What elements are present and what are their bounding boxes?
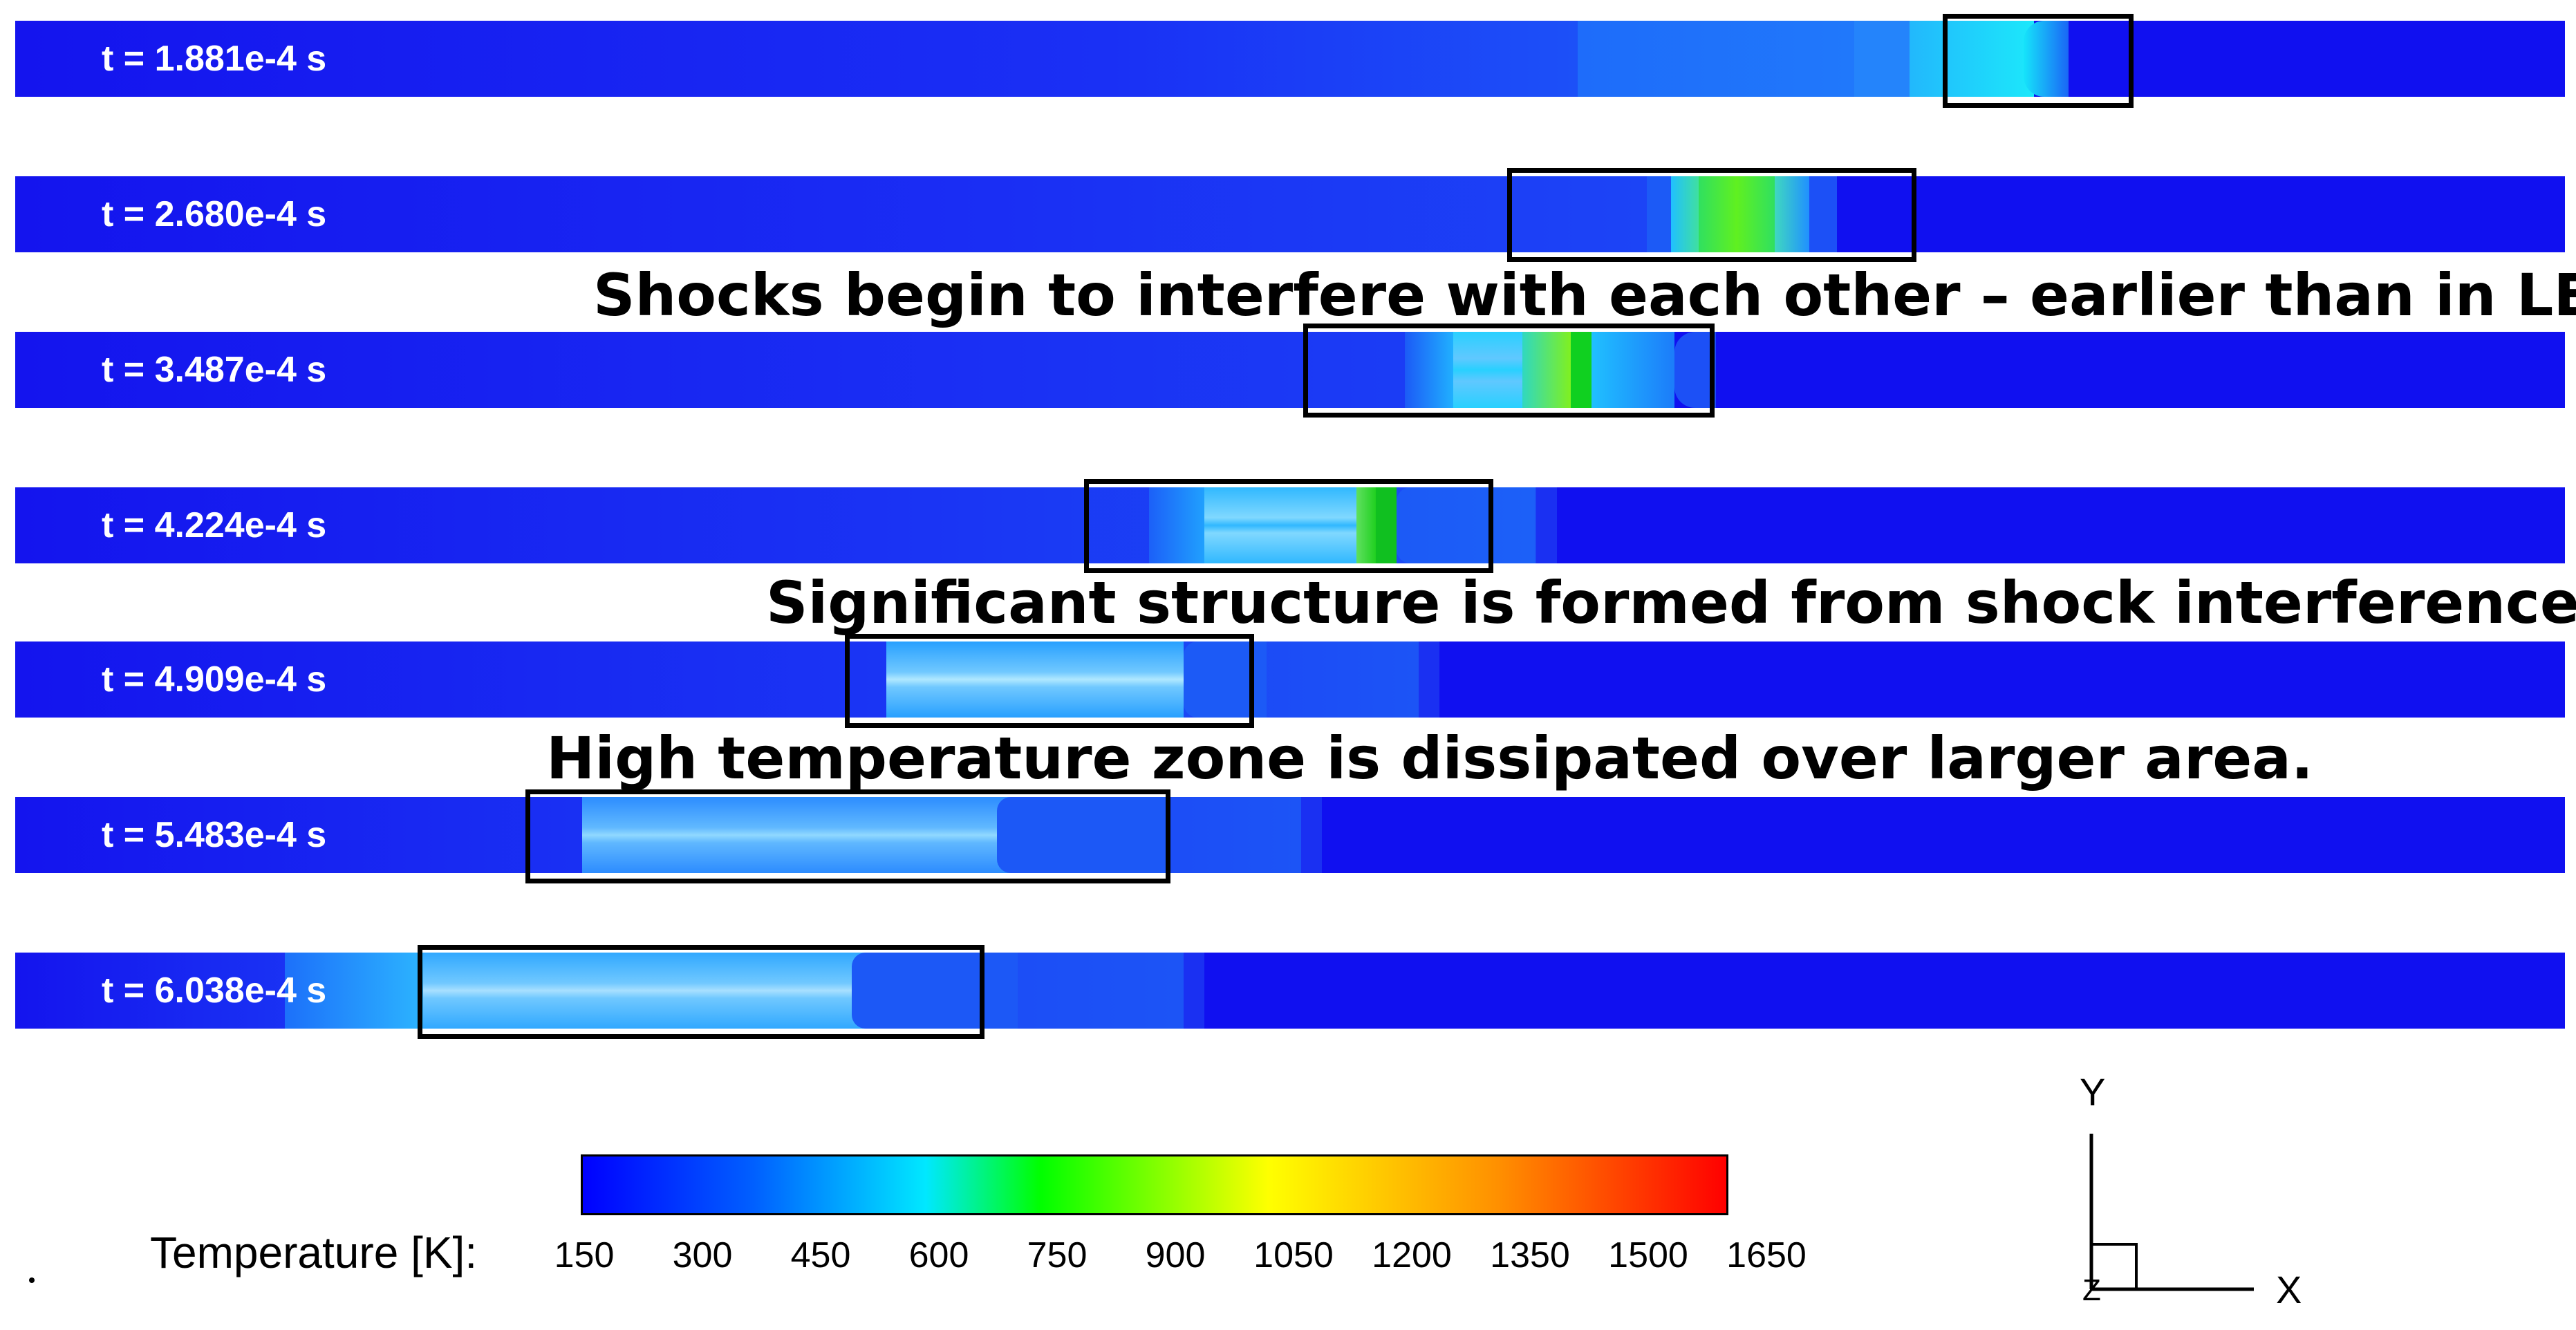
- temperature-strip-1: t = 1.881e-4 s: [15, 21, 2565, 97]
- annotation-shocks: Shocks begin to interfere with each othe…: [593, 261, 2576, 329]
- colorbar-title: Temperature [K]:: [150, 1228, 478, 1277]
- colorbar-tick: 1050: [1253, 1235, 1334, 1275]
- colorbar-tick: 450: [790, 1235, 851, 1275]
- time-label: t = 5.483e-4 s: [102, 815, 327, 855]
- colorbar-tick: 1350: [1490, 1235, 1570, 1275]
- axis-y-label: Y: [2080, 1070, 2106, 1114]
- axis-x-label: X: [2276, 1268, 2302, 1311]
- time-label: t = 6.038e-4 s: [102, 971, 327, 1011]
- colorbar-tick: 1500: [1608, 1235, 1688, 1275]
- annotation-structure: Significant structure is formed from sho…: [766, 569, 2576, 637]
- colorbar-tick: 900: [1145, 1235, 1206, 1275]
- axis-z-label: Z: [2082, 1273, 2101, 1307]
- highlight-box: [845, 634, 1254, 728]
- temperature-strip-2: t = 2.680e-4 s: [15, 176, 2565, 252]
- colorbar-tick: 600: [908, 1235, 969, 1275]
- highlight-box: [1507, 168, 1916, 262]
- time-label: t = 4.909e-4 s: [102, 659, 327, 700]
- time-label: t = 2.680e-4 s: [102, 194, 327, 234]
- temperature-colorbar: [581, 1154, 1728, 1215]
- highlight-box: [525, 789, 1170, 883]
- temperature-strip-3: t = 3.487e-4 s: [15, 332, 2565, 408]
- colorbar-tick: 1200: [1372, 1235, 1452, 1275]
- colorbar-tick: 300: [672, 1235, 733, 1275]
- colorbar-tick: 1650: [1726, 1235, 1807, 1275]
- highlight-box: [1084, 479, 1493, 573]
- highlight-box: [1303, 324, 1715, 418]
- temperature-strip-5: t = 4.909e-4 s: [15, 641, 2565, 718]
- time-label: t = 1.881e-4 s: [102, 39, 327, 79]
- time-label: t = 3.487e-4 s: [102, 350, 327, 390]
- temperature-strip-6: t = 5.483e-4 s: [15, 797, 2565, 873]
- axis-triad-icon: [2089, 1134, 2254, 1291]
- temperature-strip-4: t = 4.224e-4 s: [15, 487, 2565, 563]
- highlight-box: [418, 945, 984, 1039]
- temperature-strip-7: t = 6.038e-4 s: [15, 953, 2565, 1029]
- colorbar-tick: 750: [1027, 1235, 1088, 1275]
- time-label: t = 4.224e-4 s: [102, 505, 327, 545]
- annotation-dissipated: High temperature zone is dissipated over…: [546, 724, 2313, 792]
- highlight-box: [1943, 14, 2134, 108]
- stray-dot: [29, 1277, 35, 1283]
- colorbar-tick: 150: [554, 1235, 615, 1275]
